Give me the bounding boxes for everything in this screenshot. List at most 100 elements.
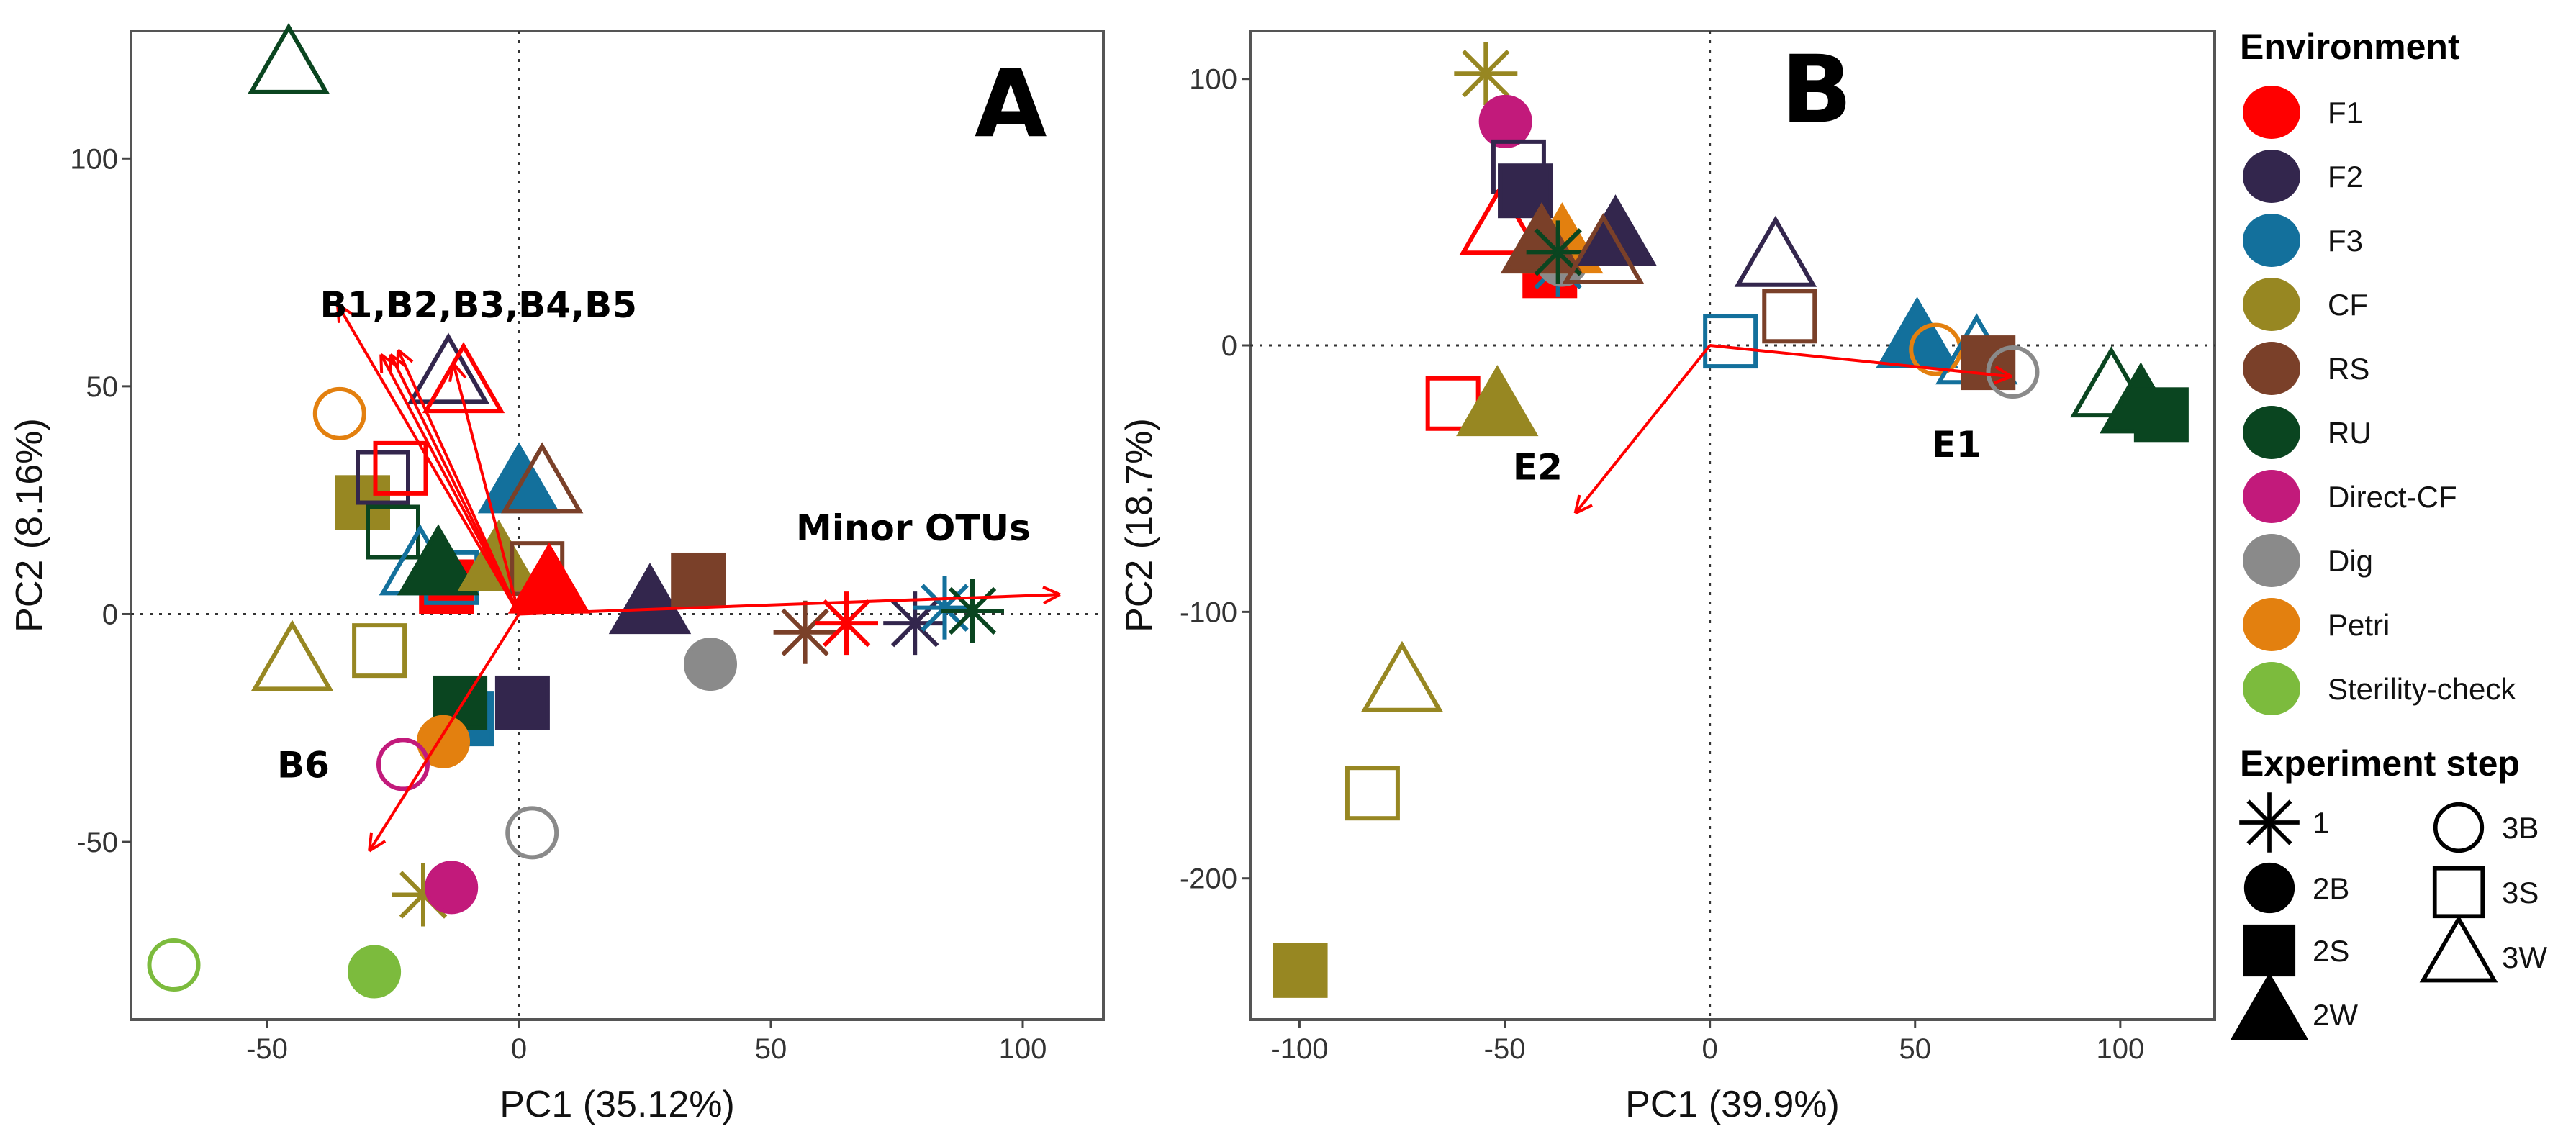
arrow-head xyxy=(448,363,455,383)
legend-shape-2b xyxy=(2243,862,2295,914)
legend-swatch xyxy=(2243,86,2300,139)
point-petri-3b xyxy=(312,386,366,440)
plot-frame xyxy=(1249,30,2216,1021)
x-axis-title: PC1 (39.9%) xyxy=(1625,1084,1840,1125)
point-cf-1 xyxy=(1454,42,1518,106)
loading-arrow xyxy=(368,613,520,853)
legend-swatch xyxy=(2243,470,2300,523)
legend-shape-2w xyxy=(2230,972,2309,1040)
asterisk-spoke xyxy=(781,608,829,657)
panel-label: A xyxy=(975,49,1047,158)
loading-label: B6 xyxy=(277,744,330,786)
y-tick-label: 100 xyxy=(1189,64,1237,96)
point-cf-2s xyxy=(1273,943,1328,998)
loading-arrow xyxy=(518,585,1061,616)
legend-swatch xyxy=(2243,214,2300,267)
legend-step-1: 1 xyxy=(2239,792,2329,853)
legend-step-3s: 3S xyxy=(2432,866,2539,919)
legend-swatch xyxy=(2243,278,2300,331)
point-sterility-check-3b xyxy=(147,938,201,992)
arrow-head xyxy=(396,350,399,369)
point-direct-cf-3b xyxy=(376,738,430,791)
point-f2-2s xyxy=(494,675,550,730)
arrow-head xyxy=(1994,365,2012,378)
loading-label: B1,B2,B3,B4,B5 xyxy=(320,284,637,326)
point-ru-1 xyxy=(1526,220,1590,284)
legend-step-label: 2S xyxy=(2313,934,2349,968)
legend-label: F2 xyxy=(2328,160,2363,194)
point-f2-2w xyxy=(608,563,692,635)
loading-label: E1 xyxy=(1932,424,1981,466)
loading-arrow xyxy=(1573,344,1712,515)
legend-swatch xyxy=(2243,150,2300,203)
loading-label: Minor OTUs xyxy=(796,507,1031,549)
legend-label: Dig xyxy=(2328,544,2373,578)
x-tick-label: 0 xyxy=(511,1033,527,1065)
point-cf-3w xyxy=(1360,640,1444,712)
x-axis-title: PC1 (35.12%) xyxy=(500,1084,735,1125)
x-tick-label: 50 xyxy=(755,1033,787,1065)
point-rs-3s xyxy=(1762,289,1817,344)
legend-step-3b: 3B xyxy=(2433,802,2539,853)
point-f2-1 xyxy=(883,591,947,656)
arrow-head xyxy=(336,303,354,317)
y-axis-title: PC2 (8.16%) xyxy=(9,418,50,632)
point-ru-3w xyxy=(247,22,330,94)
legend-step-label: 1 xyxy=(2313,806,2329,840)
legend-swatch xyxy=(2243,406,2300,459)
legend-label: F1 xyxy=(2328,96,2363,130)
legend-label: CF xyxy=(2328,288,2368,322)
point-f1-3w xyxy=(422,342,505,414)
loading-arrow xyxy=(448,362,520,614)
y-tick-label: -50 xyxy=(76,827,118,858)
y-tick-label: -100 xyxy=(1180,597,1237,628)
arrow-shaft xyxy=(397,349,520,615)
panel-label: B xyxy=(1781,35,1852,144)
loading-label: E2 xyxy=(1513,447,1563,489)
point-ru-2s xyxy=(2133,387,2189,443)
x-tick-label: -100 xyxy=(1270,1033,1328,1065)
legend-item-rs: RS xyxy=(2243,342,2369,395)
arrow-shaft xyxy=(336,303,520,615)
point-f1-3w xyxy=(1459,183,1542,255)
x-tick-label: 100 xyxy=(999,1033,1047,1065)
legend-label: RU xyxy=(2328,416,2372,450)
legend-item-ru: RU xyxy=(2243,406,2372,459)
legend-item-f3: F3 xyxy=(2243,214,2363,267)
point-f3-3s xyxy=(1703,314,1758,369)
point-sterility-check-2b xyxy=(348,945,402,999)
point-rs-3w xyxy=(501,442,584,514)
legend-item-dig: Dig xyxy=(2243,534,2373,587)
point-cf-2w xyxy=(1456,365,1539,437)
arrow-head xyxy=(368,832,374,851)
legend-swatch xyxy=(2243,662,2300,715)
legend-step-label: 3W xyxy=(2502,940,2547,974)
panel-A: -50 0 50 100 -50 0 50 100 PC1 (35.12%) PC2 (8.16%… xyxy=(9,22,1105,1125)
legend-label: Sterility-check xyxy=(2328,672,2516,706)
arrow-shaft xyxy=(518,593,1060,616)
point-f1-3s xyxy=(373,440,428,496)
loading-arrow xyxy=(1709,344,2012,385)
plot-frame xyxy=(130,30,1105,1021)
legend-item-petri: Petri xyxy=(2243,598,2390,651)
loading-arrow xyxy=(396,348,520,615)
arrow-head xyxy=(452,362,467,379)
arrow-shaft xyxy=(368,613,520,852)
point-ru-2w xyxy=(397,524,480,596)
point-f2-2s xyxy=(1498,163,1553,219)
legend-swatch xyxy=(2243,534,2300,587)
legend-step-title: Experiment step xyxy=(2240,743,2520,784)
asterisk-spoke xyxy=(1462,50,1510,98)
legend-shape-3b xyxy=(2433,802,2485,853)
y-tick-label: 0 xyxy=(102,599,118,630)
arrow-head xyxy=(1042,585,1061,597)
y-tick-label: 100 xyxy=(70,143,118,175)
point-f2-3w xyxy=(407,332,490,404)
asterisk-spoke xyxy=(2246,799,2292,845)
legend-item-cf: CF xyxy=(2243,278,2368,331)
arrow-head xyxy=(1993,375,2012,385)
loading-arrow xyxy=(336,303,520,615)
y-tick-label: 0 xyxy=(1221,330,1237,362)
point-rs-2s xyxy=(671,552,726,607)
